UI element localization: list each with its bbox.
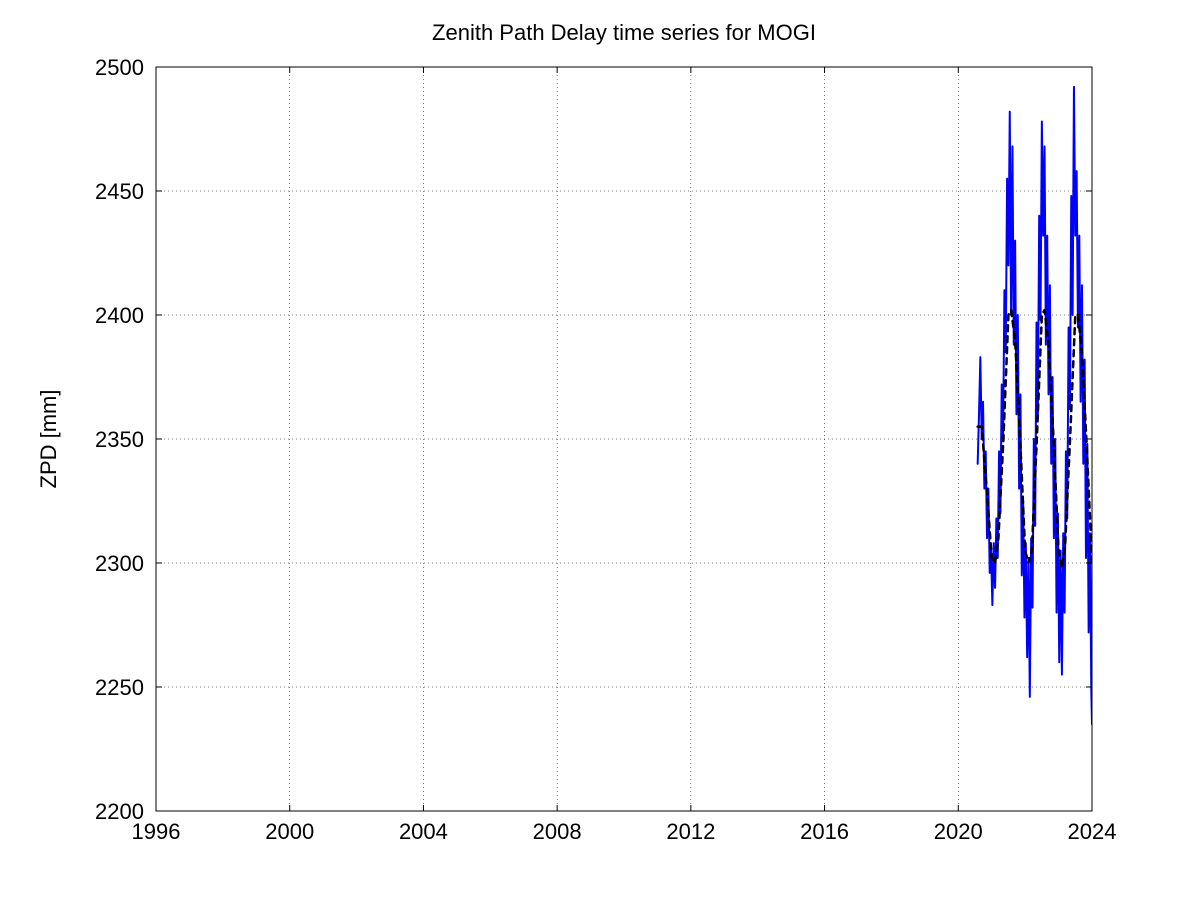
xtick-label: 2012 [666, 819, 715, 844]
xtick-label: 2004 [399, 819, 448, 844]
xtick-label: 2020 [934, 819, 983, 844]
xtick-label: 2024 [1068, 819, 1117, 844]
ytick-label: 2500 [95, 55, 144, 80]
chart-container: 1996200020042008201220162020202422002250… [0, 0, 1201, 901]
xtick-label: 2016 [800, 819, 849, 844]
xtick-label: 2000 [265, 819, 314, 844]
zpd-chart: 1996200020042008201220162020202422002250… [0, 0, 1201, 901]
ytick-label: 2450 [95, 179, 144, 204]
ytick-label: 2200 [95, 799, 144, 824]
chart-title: Zenith Path Delay time series for MOGI [432, 20, 816, 45]
ytick-label: 2250 [95, 675, 144, 700]
xtick-label: 2008 [533, 819, 582, 844]
ytick-label: 2400 [95, 303, 144, 328]
ytick-label: 2300 [95, 551, 144, 576]
y-axis-label: ZPD [mm] [36, 390, 61, 489]
ytick-label: 2350 [95, 427, 144, 452]
